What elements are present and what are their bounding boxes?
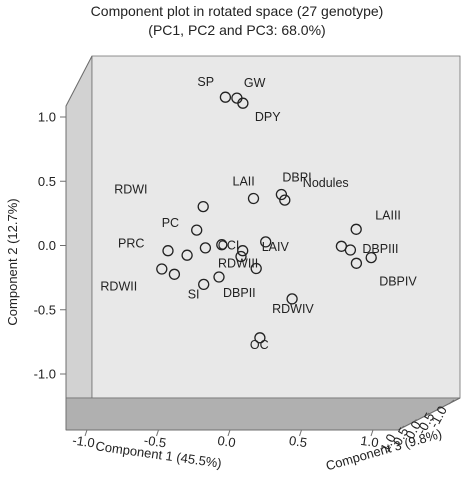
- point-label: RDWII: [100, 279, 137, 293]
- data-point: [279, 194, 291, 206]
- data-point: [219, 91, 232, 103]
- plot-box: [65, 55, 461, 431]
- x-tick-label: 0.0: [217, 433, 237, 450]
- point-label: SI: [188, 287, 200, 301]
- floor: [65, 397, 461, 431]
- data-point: [247, 192, 260, 205]
- box-edge-top-diagonal: [65, 55, 93, 107]
- point-label: OC: [250, 338, 269, 352]
- x-tick-label: 1.0: [360, 433, 380, 450]
- y-axis-title: Component 2 (12.7%): [5, 198, 20, 325]
- z-tick-label: 0.5: [390, 425, 412, 448]
- data-point: [213, 271, 225, 283]
- data-point: [156, 263, 168, 275]
- data-point: [365, 251, 377, 264]
- data-point: [198, 278, 210, 291]
- y-axis-ticks: -1.0 -0.5 0.0 0.5 1.0: [34, 110, 66, 382]
- z-tick-mark: [448, 399, 455, 405]
- z-tick-mark: [436, 406, 442, 411]
- data-point: [197, 200, 209, 213]
- x-tick-mark: [84, 429, 88, 437]
- point-label: PC: [162, 216, 179, 230]
- data-point: [162, 245, 174, 257]
- data-point: [350, 257, 363, 269]
- data-point: [335, 240, 348, 252]
- z-tick-mark: [411, 419, 417, 424]
- point-label: SP: [197, 75, 214, 89]
- data-point: [254, 332, 266, 344]
- data-point: [237, 245, 249, 257]
- z-tick-label: 1.0: [377, 431, 399, 454]
- x-tick-mark: [299, 429, 302, 437]
- data-point: [168, 268, 181, 280]
- point-label: RDWI: [114, 183, 147, 197]
- point-label: PRC: [118, 237, 144, 251]
- point-label: DBPI: [282, 171, 311, 185]
- side-wall: [65, 55, 93, 399]
- z-tick-mark: [398, 425, 405, 431]
- chart-title: Component plot in rotated space (27 geno…: [91, 3, 384, 19]
- data-point: [260, 236, 272, 248]
- x-tick-label: -0.5: [143, 433, 167, 451]
- point-label: RDWIII: [218, 257, 258, 271]
- x-tick-label: -1.0: [71, 433, 95, 451]
- point-label: LAIV: [262, 240, 290, 254]
- point-label: LAIII: [375, 208, 401, 222]
- point-label: RDWIV: [272, 302, 314, 316]
- point-label: LAII: [233, 175, 255, 189]
- data-point: [199, 242, 212, 254]
- z-tick-mark: [423, 412, 430, 418]
- point-label: GW: [244, 76, 266, 90]
- x-axis-ticks: -1.0 -0.5 0.0 0.5 1.0: [71, 429, 380, 451]
- back-wall: [91, 55, 461, 399]
- y-tick-label: 1.0: [38, 110, 56, 125]
- data-point: [275, 188, 288, 201]
- data-point: [235, 250, 247, 263]
- data-point: [286, 293, 298, 305]
- x-tick-mark: [156, 429, 159, 437]
- y-tick-label: 0.0: [38, 238, 56, 253]
- y-tick-label: -1.0: [34, 367, 56, 382]
- point-label: DBPIV: [379, 275, 417, 289]
- point-label: DBPII: [223, 286, 256, 300]
- chart-subtitle: (PC1, PC2 and PC3: 68.0%): [148, 22, 325, 38]
- data-point: [181, 249, 193, 261]
- point-label: Nodules: [303, 176, 349, 190]
- data-point: [237, 97, 249, 109]
- data-point: [191, 224, 203, 236]
- data-point: [350, 223, 362, 235]
- y-tick-label: -0.5: [34, 302, 56, 317]
- x-tick-mark: [227, 429, 231, 437]
- data-points: SP GW DPY DBPI LAII Nodules RDWI LAIII PC LAIV CCI…: [100, 75, 417, 352]
- point-label: CCI: [218, 239, 240, 253]
- data-point: [216, 239, 228, 251]
- data-point: [250, 262, 262, 275]
- z-tick-label: 0.0: [402, 418, 424, 441]
- x-tick-label: 0.5: [288, 433, 308, 450]
- x-tick-mark: [370, 429, 374, 437]
- point-label: DPY: [255, 110, 281, 124]
- y-tick-label: 0.5: [38, 174, 56, 189]
